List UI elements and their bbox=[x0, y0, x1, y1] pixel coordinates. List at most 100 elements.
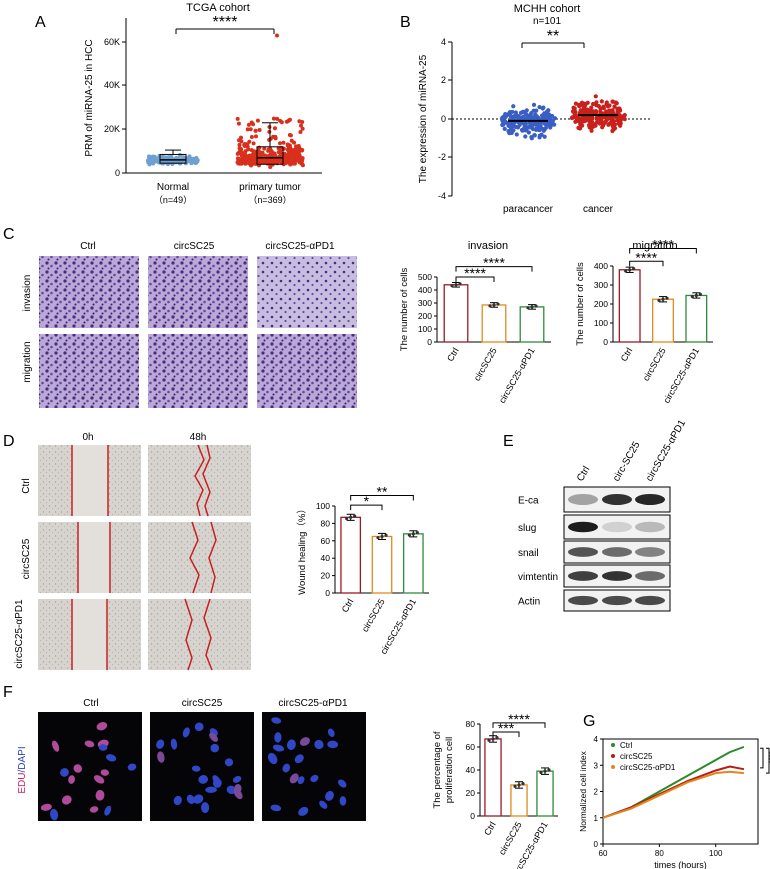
data-point bbox=[181, 155, 186, 160]
blot-band bbox=[568, 571, 598, 581]
blot-label: slug bbox=[518, 523, 536, 534]
blot-label: E-ca bbox=[518, 496, 539, 507]
data-point bbox=[622, 117, 627, 122]
blot-band bbox=[568, 595, 598, 606]
data-point bbox=[508, 111, 513, 116]
data-point bbox=[278, 118, 283, 123]
nucleus bbox=[271, 717, 282, 724]
tick-label: 60 bbox=[599, 849, 608, 858]
data-point bbox=[353, 514, 357, 518]
nucleus bbox=[294, 754, 304, 764]
data-point bbox=[528, 112, 533, 117]
data-point bbox=[349, 515, 353, 519]
panel-a-group-label: primary tumor bbox=[239, 182, 301, 193]
y-axis-label: The number of cells bbox=[399, 268, 410, 352]
micrograph-migration-pd1 bbox=[257, 334, 357, 408]
tick-label: 1 bbox=[594, 814, 599, 823]
fluor-image-ctrl bbox=[38, 712, 142, 821]
data-point bbox=[299, 161, 304, 166]
nucleus bbox=[297, 776, 305, 785]
panel-a-points bbox=[146, 33, 305, 170]
significance-label: *** bbox=[498, 720, 515, 736]
data-point bbox=[240, 160, 245, 165]
significance-label: **** bbox=[635, 249, 657, 265]
data-point bbox=[522, 125, 527, 130]
data-point bbox=[501, 122, 506, 127]
blot-band bbox=[602, 571, 632, 581]
bar bbox=[519, 306, 545, 343]
tick-label: 0 bbox=[603, 337, 608, 347]
data-point bbox=[253, 128, 258, 133]
data-point bbox=[255, 118, 260, 123]
tick-label: 40 bbox=[321, 553, 331, 563]
bar bbox=[510, 784, 528, 817]
tick-label: 200 bbox=[594, 299, 608, 309]
data-point bbox=[632, 267, 636, 271]
data-point bbox=[496, 302, 500, 306]
data-point bbox=[147, 156, 152, 161]
col-label: 0h bbox=[82, 432, 93, 443]
panel-letter-e: E bbox=[503, 433, 514, 450]
data-point bbox=[612, 104, 617, 109]
nucleus bbox=[327, 740, 339, 749]
nucleus bbox=[232, 775, 242, 783]
panel-c-invasion-title: invasion bbox=[468, 240, 508, 252]
data-point bbox=[289, 138, 294, 143]
data-point bbox=[502, 126, 507, 131]
data-point bbox=[267, 125, 272, 130]
panel-letter-f: F bbox=[3, 684, 13, 701]
data-point bbox=[609, 115, 615, 120]
data-point bbox=[253, 134, 258, 139]
data-point bbox=[380, 534, 384, 539]
tick-label: 0 bbox=[427, 337, 432, 347]
nucleus bbox=[127, 763, 137, 771]
data-point bbox=[238, 151, 243, 156]
micrograph-migration-circsc25 bbox=[148, 334, 248, 408]
tick-label: 400 bbox=[594, 261, 608, 271]
panel-c: C Ctrl circSC25 circSC25-αPD1 invasion m… bbox=[3, 226, 713, 408]
data-point bbox=[534, 113, 539, 119]
data-point bbox=[539, 770, 543, 775]
nucleus bbox=[100, 769, 109, 776]
data-point bbox=[243, 156, 248, 161]
nucleus bbox=[40, 803, 52, 811]
data-point bbox=[267, 137, 272, 142]
bar bbox=[652, 298, 674, 343]
nucleus bbox=[182, 727, 190, 738]
tick-label: 80 bbox=[321, 518, 331, 528]
data-point bbox=[271, 151, 276, 156]
nucleus bbox=[209, 732, 218, 742]
nucleus bbox=[96, 722, 108, 731]
blot-band bbox=[602, 494, 632, 505]
tick-label: 20K bbox=[104, 124, 120, 134]
nucleus bbox=[233, 788, 243, 800]
data-point bbox=[617, 114, 623, 120]
data-point bbox=[572, 107, 577, 112]
legend-marker bbox=[611, 754, 615, 758]
tick-label: 60 bbox=[466, 742, 476, 752]
significance-label: ** bbox=[377, 484, 388, 500]
series-line bbox=[602, 770, 745, 819]
col-label: Ctrl bbox=[80, 241, 96, 252]
data-point bbox=[506, 123, 511, 128]
data-point bbox=[262, 146, 267, 151]
nucleus bbox=[84, 740, 95, 748]
data-point bbox=[514, 132, 519, 137]
data-point bbox=[541, 128, 546, 133]
nucleus bbox=[104, 805, 112, 816]
data-point bbox=[591, 124, 596, 129]
col-label: circSC25-αPD1 bbox=[278, 698, 348, 709]
data-point bbox=[500, 118, 505, 123]
micrograph-invasion-circsc25 bbox=[148, 256, 248, 328]
data-point bbox=[236, 158, 241, 163]
tick-label: 300 bbox=[594, 280, 608, 290]
nucleus bbox=[325, 790, 334, 801]
row-label: circSC25 bbox=[21, 538, 32, 579]
sig-bracket bbox=[455, 276, 495, 282]
tick-label: 20 bbox=[321, 571, 331, 581]
col-label: Ctrl bbox=[83, 698, 99, 709]
data-point bbox=[242, 143, 247, 148]
data-point bbox=[541, 105, 546, 110]
